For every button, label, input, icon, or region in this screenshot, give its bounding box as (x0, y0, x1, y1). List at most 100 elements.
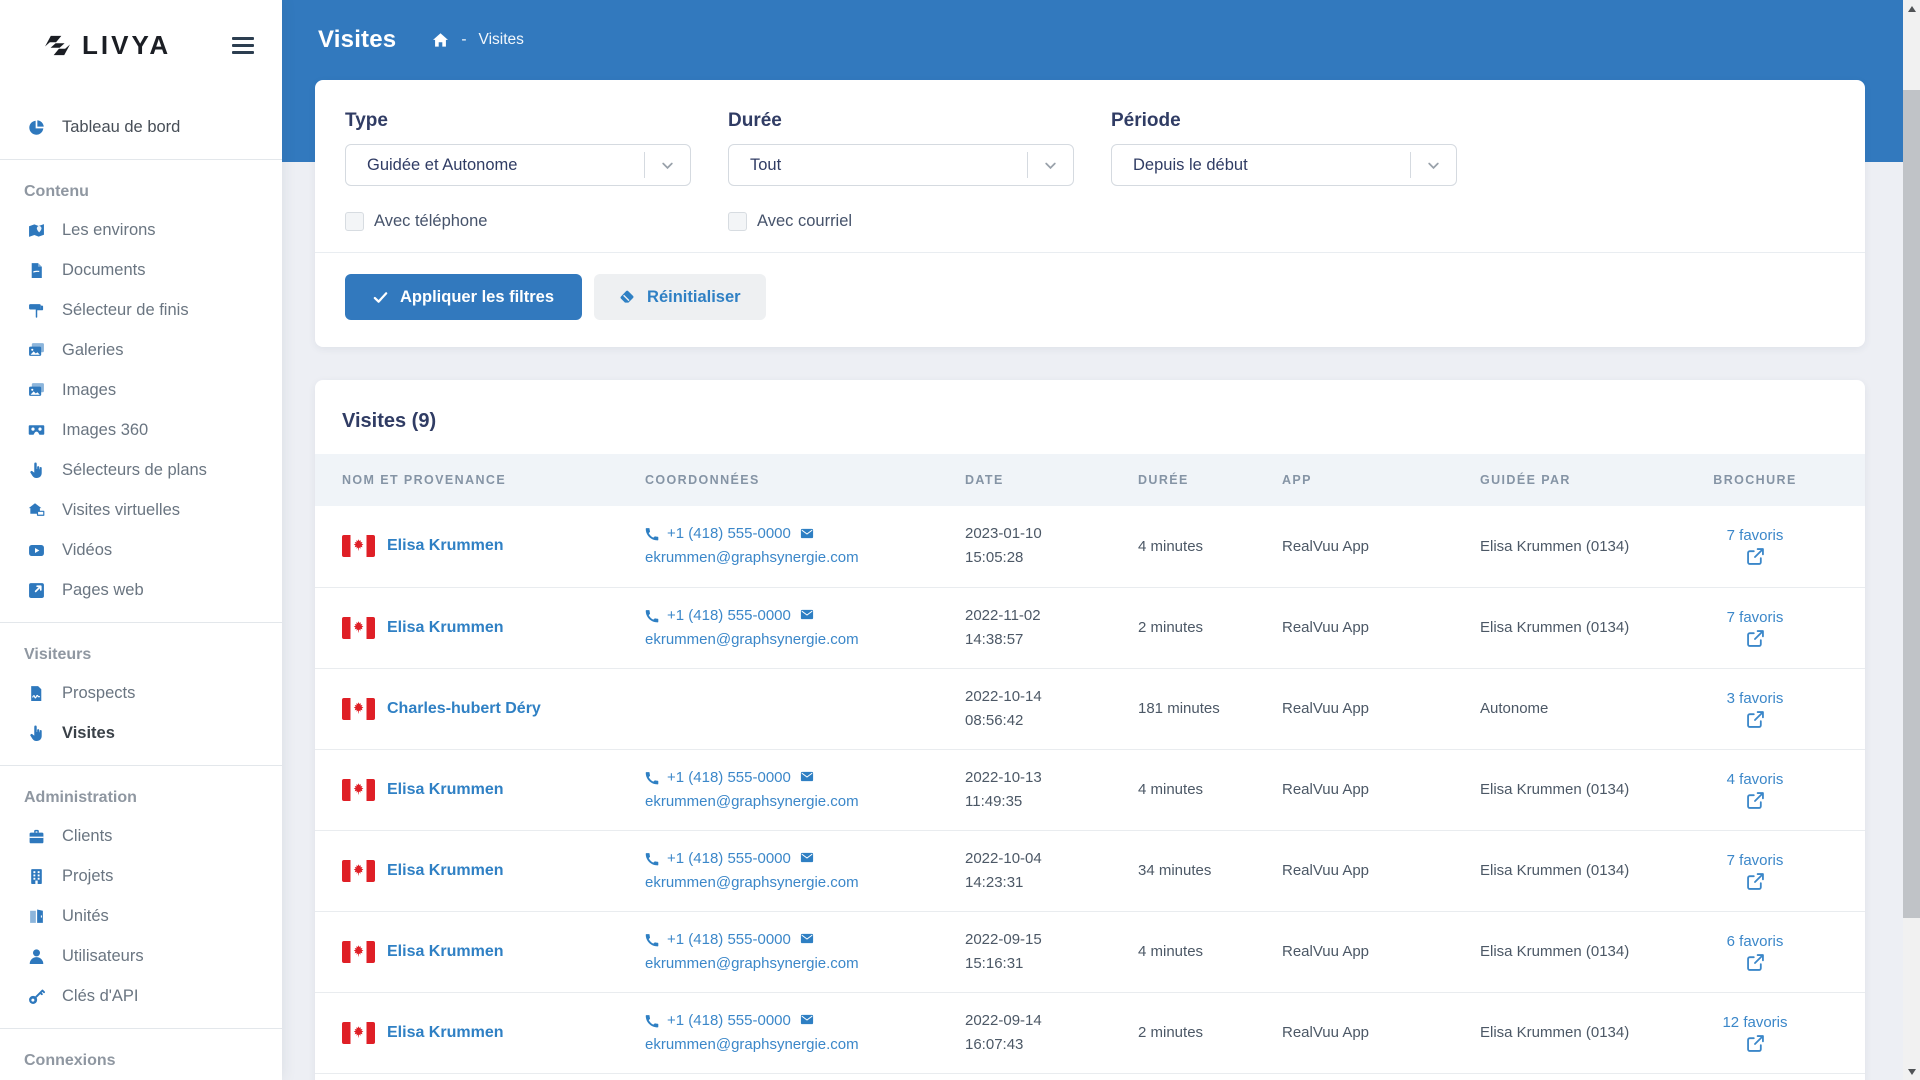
sidebar-item-selecteur-de-finis[interactable]: Sélecteur de finis (0, 290, 282, 330)
visitor-name-link[interactable]: Elisa Krummen (387, 780, 504, 798)
phone-link[interactable]: +1 (418) 555-0000 (667, 768, 791, 786)
apply-filters-button[interactable]: Appliquer les filtres (345, 274, 583, 320)
sidebar-item-unites[interactable]: Unités (0, 896, 282, 936)
checkbox-label: Avec téléphone (374, 212, 488, 230)
scrollbar-down-button[interactable] (1903, 1063, 1920, 1080)
envelope-icon[interactable] (799, 609, 815, 622)
phone-link[interactable]: +1 (418) 555-0000 (667, 849, 791, 867)
periode-select[interactable]: Depuis le début (1111, 144, 1457, 186)
sidebar-item-pages-web[interactable]: Pages web (0, 570, 282, 610)
paint-roller-icon-wrap (24, 302, 48, 319)
phone-link[interactable]: +1 (418) 555-0000 (667, 1011, 791, 1029)
favorites-link[interactable]: 7 favoris (1726, 527, 1784, 545)
brochure-cell: 6 favoris (1645, 911, 1865, 992)
phone-icon (645, 528, 659, 541)
sidebar-item-clients[interactable]: Clients (0, 816, 282, 856)
envelope-icon[interactable] (799, 1014, 815, 1027)
favorites-link[interactable]: 4 favoris (1726, 770, 1784, 788)
reset-filters-label: Réinitialiser (647, 287, 741, 306)
date-cell: 2022-10-14 08:56:42 (965, 668, 1138, 749)
sidebar-item-images[interactable]: Images (0, 370, 282, 410)
sidebar-item-images-360[interactable]: Images 360 (0, 410, 282, 450)
favorites-link[interactable]: 3 favoris (1726, 689, 1784, 707)
chevron-down-icon (1410, 152, 1456, 178)
envelope-icon[interactable] (799, 771, 815, 784)
app-value: RealVuu App (1282, 781, 1370, 798)
brochure-cell: 7 favoris (1645, 830, 1865, 911)
filter-checkboxes: Avec téléphone Avec courriel (315, 212, 1865, 231)
visitor-name-link[interactable]: Elisa Krummen (387, 861, 504, 879)
brochure-external-link-icon[interactable] (1746, 629, 1764, 647)
sidebar-item-visites-virtuelles[interactable]: Visites virtuelles (0, 490, 282, 530)
email-link[interactable]: ekrummen@graphsynergie.com (645, 1035, 859, 1053)
visitor-cell: Charles-hubert Déry (315, 668, 645, 749)
scrollbar[interactable] (1903, 0, 1920, 1080)
brochure-external-link-icon[interactable] (1746, 791, 1764, 809)
favorites-link[interactable]: 12 favoris (1722, 1013, 1788, 1031)
envelope-icon[interactable] (799, 933, 815, 946)
brochure-external-link-icon[interactable] (1746, 710, 1764, 728)
brochure-external-link-icon[interactable] (1746, 1034, 1764, 1052)
coordinates-cell (645, 668, 965, 749)
scrollbar-thumb[interactable] (1903, 90, 1920, 918)
checkbox-avec-telephone[interactable]: Avec téléphone (345, 212, 691, 231)
hamburger-menu-icon[interactable] (232, 36, 254, 54)
checkbox-avec-courriel[interactable]: Avec courriel (728, 212, 1074, 231)
key-icon (28, 989, 45, 1004)
type-select[interactable]: Guidée et Autonome (345, 144, 691, 186)
date-cell: 2022-09-15 15:16:31 (965, 911, 1138, 992)
email-link[interactable]: ekrummen@graphsynergie.com (645, 873, 859, 891)
checkbox-box[interactable] (728, 212, 747, 231)
sidebar-item-videos[interactable]: Vidéos (0, 530, 282, 570)
visitor-name-link[interactable]: Elisa Krummen (387, 942, 504, 960)
visitor-name-link[interactable]: Charles-hubert Déry (387, 699, 541, 717)
sidebar-item-utilisateurs[interactable]: Utilisateurs (0, 936, 282, 976)
brochure-cell: 7 favoris (1645, 506, 1865, 587)
brochure-external-link-icon[interactable] (1746, 953, 1764, 971)
apply-filters-label: Appliquer les filtres (400, 287, 555, 306)
favorites-link[interactable]: 6 favoris (1726, 932, 1784, 950)
visitor-name-link[interactable]: Elisa Krummen (387, 1023, 504, 1041)
envelope-icon[interactable] (799, 852, 815, 865)
house-laptop-icon (28, 502, 44, 516)
sidebar-item-tableau-de-bord[interactable]: Tableau de bord (0, 107, 282, 147)
sidebar-item-documents[interactable]: Documents (0, 250, 282, 290)
sidebar-item-les-environs[interactable]: Les environs (0, 210, 282, 250)
home-icon[interactable] (432, 32, 449, 49)
scrollbar-up-button[interactable] (1903, 0, 1920, 17)
sidebar-header: LIVYA (0, 0, 282, 90)
phone-link[interactable]: +1 (418) 555-0000 (667, 930, 791, 948)
coordinates-cell: +1 (418) 555-0000 ekrummen@graphsynergie.… (645, 911, 965, 992)
phone-link[interactable]: +1 (418) 555-0000 (667, 606, 791, 624)
sidebar-item-galeries[interactable]: Galeries (0, 330, 282, 370)
visitor-name-link[interactable]: Elisa Krummen (387, 537, 504, 555)
visitor-name-link[interactable]: Elisa Krummen (387, 618, 504, 636)
brochure-external-link-icon[interactable] (1746, 872, 1764, 890)
phone-link[interactable]: +1 (418) 555-0000 (667, 525, 791, 543)
reset-filters-button[interactable]: Réinitialiser (594, 274, 766, 320)
sidebar-item-cles-d-api[interactable]: Clés d'API (0, 976, 282, 1016)
sidebar-item-selecteurs-de-plans[interactable]: Sélecteurs de plans (0, 450, 282, 490)
checkbox-box[interactable] (345, 212, 364, 231)
select-value: Depuis le début (1133, 155, 1248, 174)
sidebar-item-prospects[interactable]: Prospects (0, 673, 282, 713)
visitor-cell: Elisa Krummen (315, 992, 645, 1073)
sidebar-item-label: Documents (62, 260, 146, 279)
brochure-cell: 3 favoris (1645, 668, 1865, 749)
duree-select[interactable]: Tout (728, 144, 1074, 186)
email-link[interactable]: ekrummen@graphsynergie.com (645, 549, 859, 567)
paint-roller-icon (28, 303, 43, 318)
brochure-external-link-icon[interactable] (1746, 548, 1764, 566)
sidebar-item-projets[interactable]: Projets (0, 856, 282, 896)
email-link[interactable]: ekrummen@graphsynergie.com (645, 792, 859, 810)
envelope-icon[interactable] (799, 528, 815, 541)
favorites-link[interactable]: 7 favoris (1726, 608, 1784, 626)
sidebar-item-label: Clients (62, 826, 113, 845)
sidebar-item-visites[interactable]: Visites (0, 713, 282, 753)
email-link[interactable]: ekrummen@graphsynergie.com (645, 954, 859, 972)
brand-logo[interactable]: LIVYA (42, 30, 171, 61)
duration-value: 4 minutes (1138, 943, 1204, 960)
email-link[interactable]: ekrummen@graphsynergie.com (645, 630, 859, 648)
favorites-link[interactable]: 7 favoris (1726, 851, 1784, 869)
sidebar-section-heading: Administration (24, 789, 137, 806)
